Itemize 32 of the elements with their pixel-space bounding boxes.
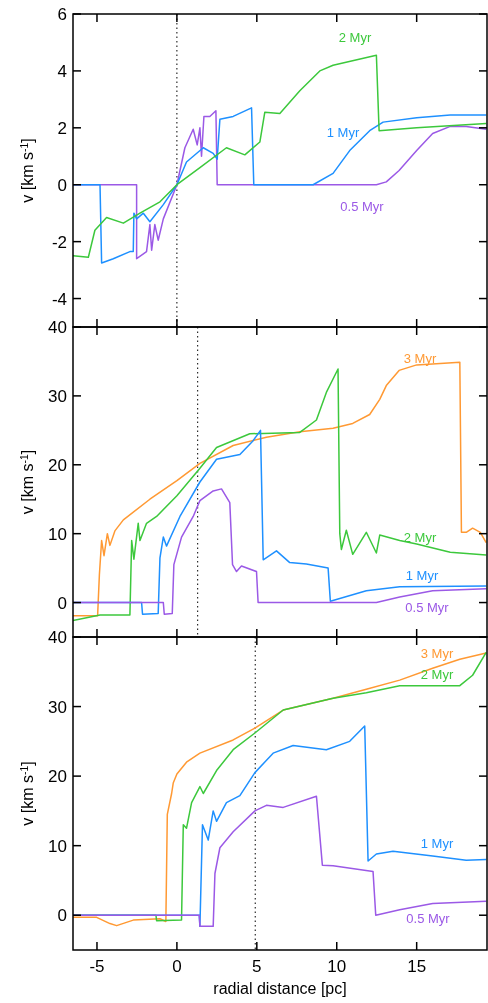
y-tick-label: 4 <box>57 61 67 81</box>
x-axis-title: radial distance [pc] <box>213 980 347 997</box>
series-label: 0.5 Myr <box>406 911 451 926</box>
y-tick-label: 10 <box>48 836 67 856</box>
y-tick-label: 0 <box>57 175 67 195</box>
series-label: 1 Myr <box>326 125 360 140</box>
x-tick-label: 5 <box>252 957 262 976</box>
series-label: 3 Myr <box>403 351 437 366</box>
y-tick-label: 2 <box>57 118 67 138</box>
y-tick-label: 20 <box>48 455 67 475</box>
y-tick-label: 10 <box>48 524 67 544</box>
y-tick-label: 20 <box>48 767 67 787</box>
y-tick-label: 6 <box>57 5 67 24</box>
series-label: 3 Myr <box>420 646 454 661</box>
y-tick-label: 0 <box>57 906 67 926</box>
y-tick-label: 30 <box>48 386 67 406</box>
x-tick-label: 10 <box>327 957 347 976</box>
series-label: 1 Myr <box>420 836 454 851</box>
y-tick-label: 30 <box>48 697 67 717</box>
series-label: 0.5 Myr <box>405 600 450 615</box>
y-tick-label: -4 <box>51 289 67 309</box>
series-label: 2 Myr <box>338 30 372 45</box>
series-label: 0.5 Myr <box>340 199 385 214</box>
series-label: 1 Myr <box>405 568 439 583</box>
x-tick-label: 0 <box>172 957 182 976</box>
y-tick-label: 40 <box>48 628 67 647</box>
line-series <box>73 54 487 259</box>
y-tick-label: -2 <box>51 232 67 252</box>
x-tick-label: 15 <box>407 957 427 976</box>
x-tick-label: -5 <box>89 957 105 976</box>
y-tick-label: 0 <box>57 593 67 613</box>
y-tick-label: 40 <box>48 318 67 337</box>
